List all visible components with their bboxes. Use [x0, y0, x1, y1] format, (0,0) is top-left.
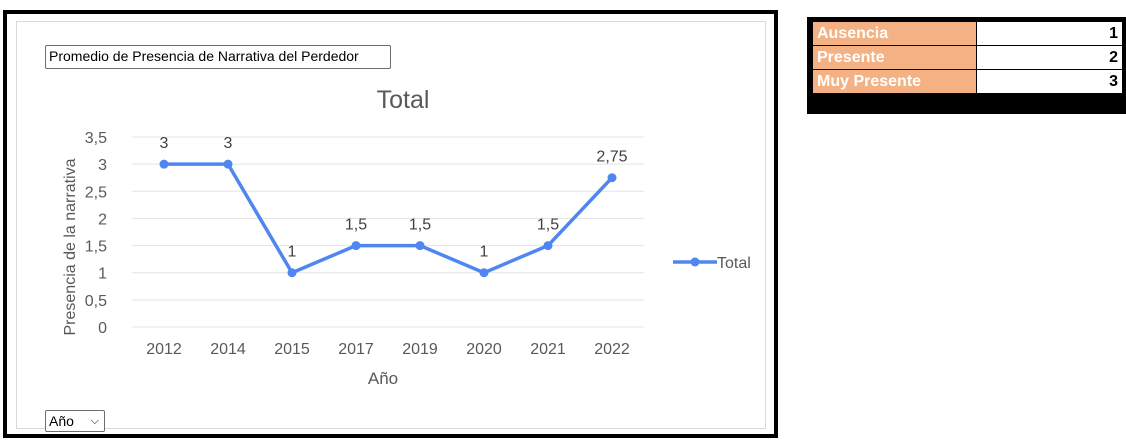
line-chart: 0 0,5 1 1,5 2 2,5 3 3,5 2012 2014 2015 2017 2019 2020…: [62, 86, 751, 388]
scale-value: 3: [976, 69, 1123, 94]
chart-area[interactable]: 0 0,5 1 1,5 2 2,5 3 3,5 2012 2014 2015 2017 2019 2020…: [16, 21, 766, 432]
y-tick-label: 2,5: [85, 184, 107, 201]
scale-legend-table: Ausencia 1 Presente 2 Muy Presente 3: [807, 17, 1126, 114]
y-tick-label: 0: [98, 320, 107, 337]
x-tick-label: 2015: [274, 341, 310, 358]
chart-title: Total: [377, 86, 430, 114]
series-line-total: [164, 162, 614, 275]
data-point: [351, 241, 361, 251]
data-label: 3: [224, 135, 233, 152]
data-point: [479, 268, 489, 278]
scale-row: Muy Presente 3: [812, 69, 1123, 94]
data-point: [223, 159, 233, 169]
data-point: [159, 159, 169, 169]
scale-label: Muy Presente: [812, 69, 977, 94]
y-tick-label: 1,5: [85, 239, 107, 256]
data-point: [543, 241, 553, 251]
x-tick-label: 2012: [146, 341, 182, 358]
scale-row: Presente 2: [812, 45, 1123, 70]
x-tick-label: 2017: [338, 341, 374, 358]
data-label: 1,5: [409, 217, 431, 234]
y-tick-label: 3: [98, 157, 107, 174]
y-tick-label: 1: [98, 266, 107, 283]
data-label: 1: [288, 244, 297, 261]
scale-value: 1: [976, 21, 1123, 46]
scale-label: Ausencia: [812, 21, 977, 46]
pivot-value-field-button[interactable]: Promedio de Presencia de Narrativa del P…: [45, 45, 391, 69]
x-tick-label: 2021: [530, 341, 566, 358]
y-tick-label: 3,5: [85, 130, 107, 147]
data-label: 1: [480, 244, 489, 261]
x-tick-label: 2022: [594, 341, 630, 358]
y-tick-label: 2: [98, 211, 107, 228]
data-point: [607, 173, 617, 183]
x-tick-label: 2014: [210, 341, 246, 358]
chevron-down-icon: ⌵: [90, 415, 99, 427]
data-label: 1,5: [345, 217, 367, 234]
y-axis-title: Presencia de la narrativa: [62, 158, 79, 335]
scale-value: 2: [976, 45, 1123, 70]
axis-field-button[interactable]: Año ⌵: [45, 410, 105, 432]
y-tick-label: 0,5: [85, 293, 107, 310]
x-tick-label: 2019: [402, 341, 438, 358]
scale-row: Ausencia 1: [812, 21, 1123, 46]
legend-marker-total: [690, 257, 700, 267]
data-label: 2,75: [596, 149, 627, 166]
scale-label: Presente: [812, 45, 977, 70]
axis-field-label: Año: [49, 413, 74, 429]
pivot-chart-frame: 0 0,5 1 1,5 2 2,5 3 3,5 2012 2014 2015 2017 2019 2020…: [3, 10, 778, 438]
data-point: [415, 241, 425, 251]
legend-label-total: Total: [717, 255, 751, 272]
data-label: 1,5: [537, 217, 559, 234]
x-axis-title: Año: [368, 369, 398, 388]
x-tick-label: 2020: [466, 341, 502, 358]
data-point: [287, 268, 297, 278]
data-label: 3: [160, 135, 169, 152]
